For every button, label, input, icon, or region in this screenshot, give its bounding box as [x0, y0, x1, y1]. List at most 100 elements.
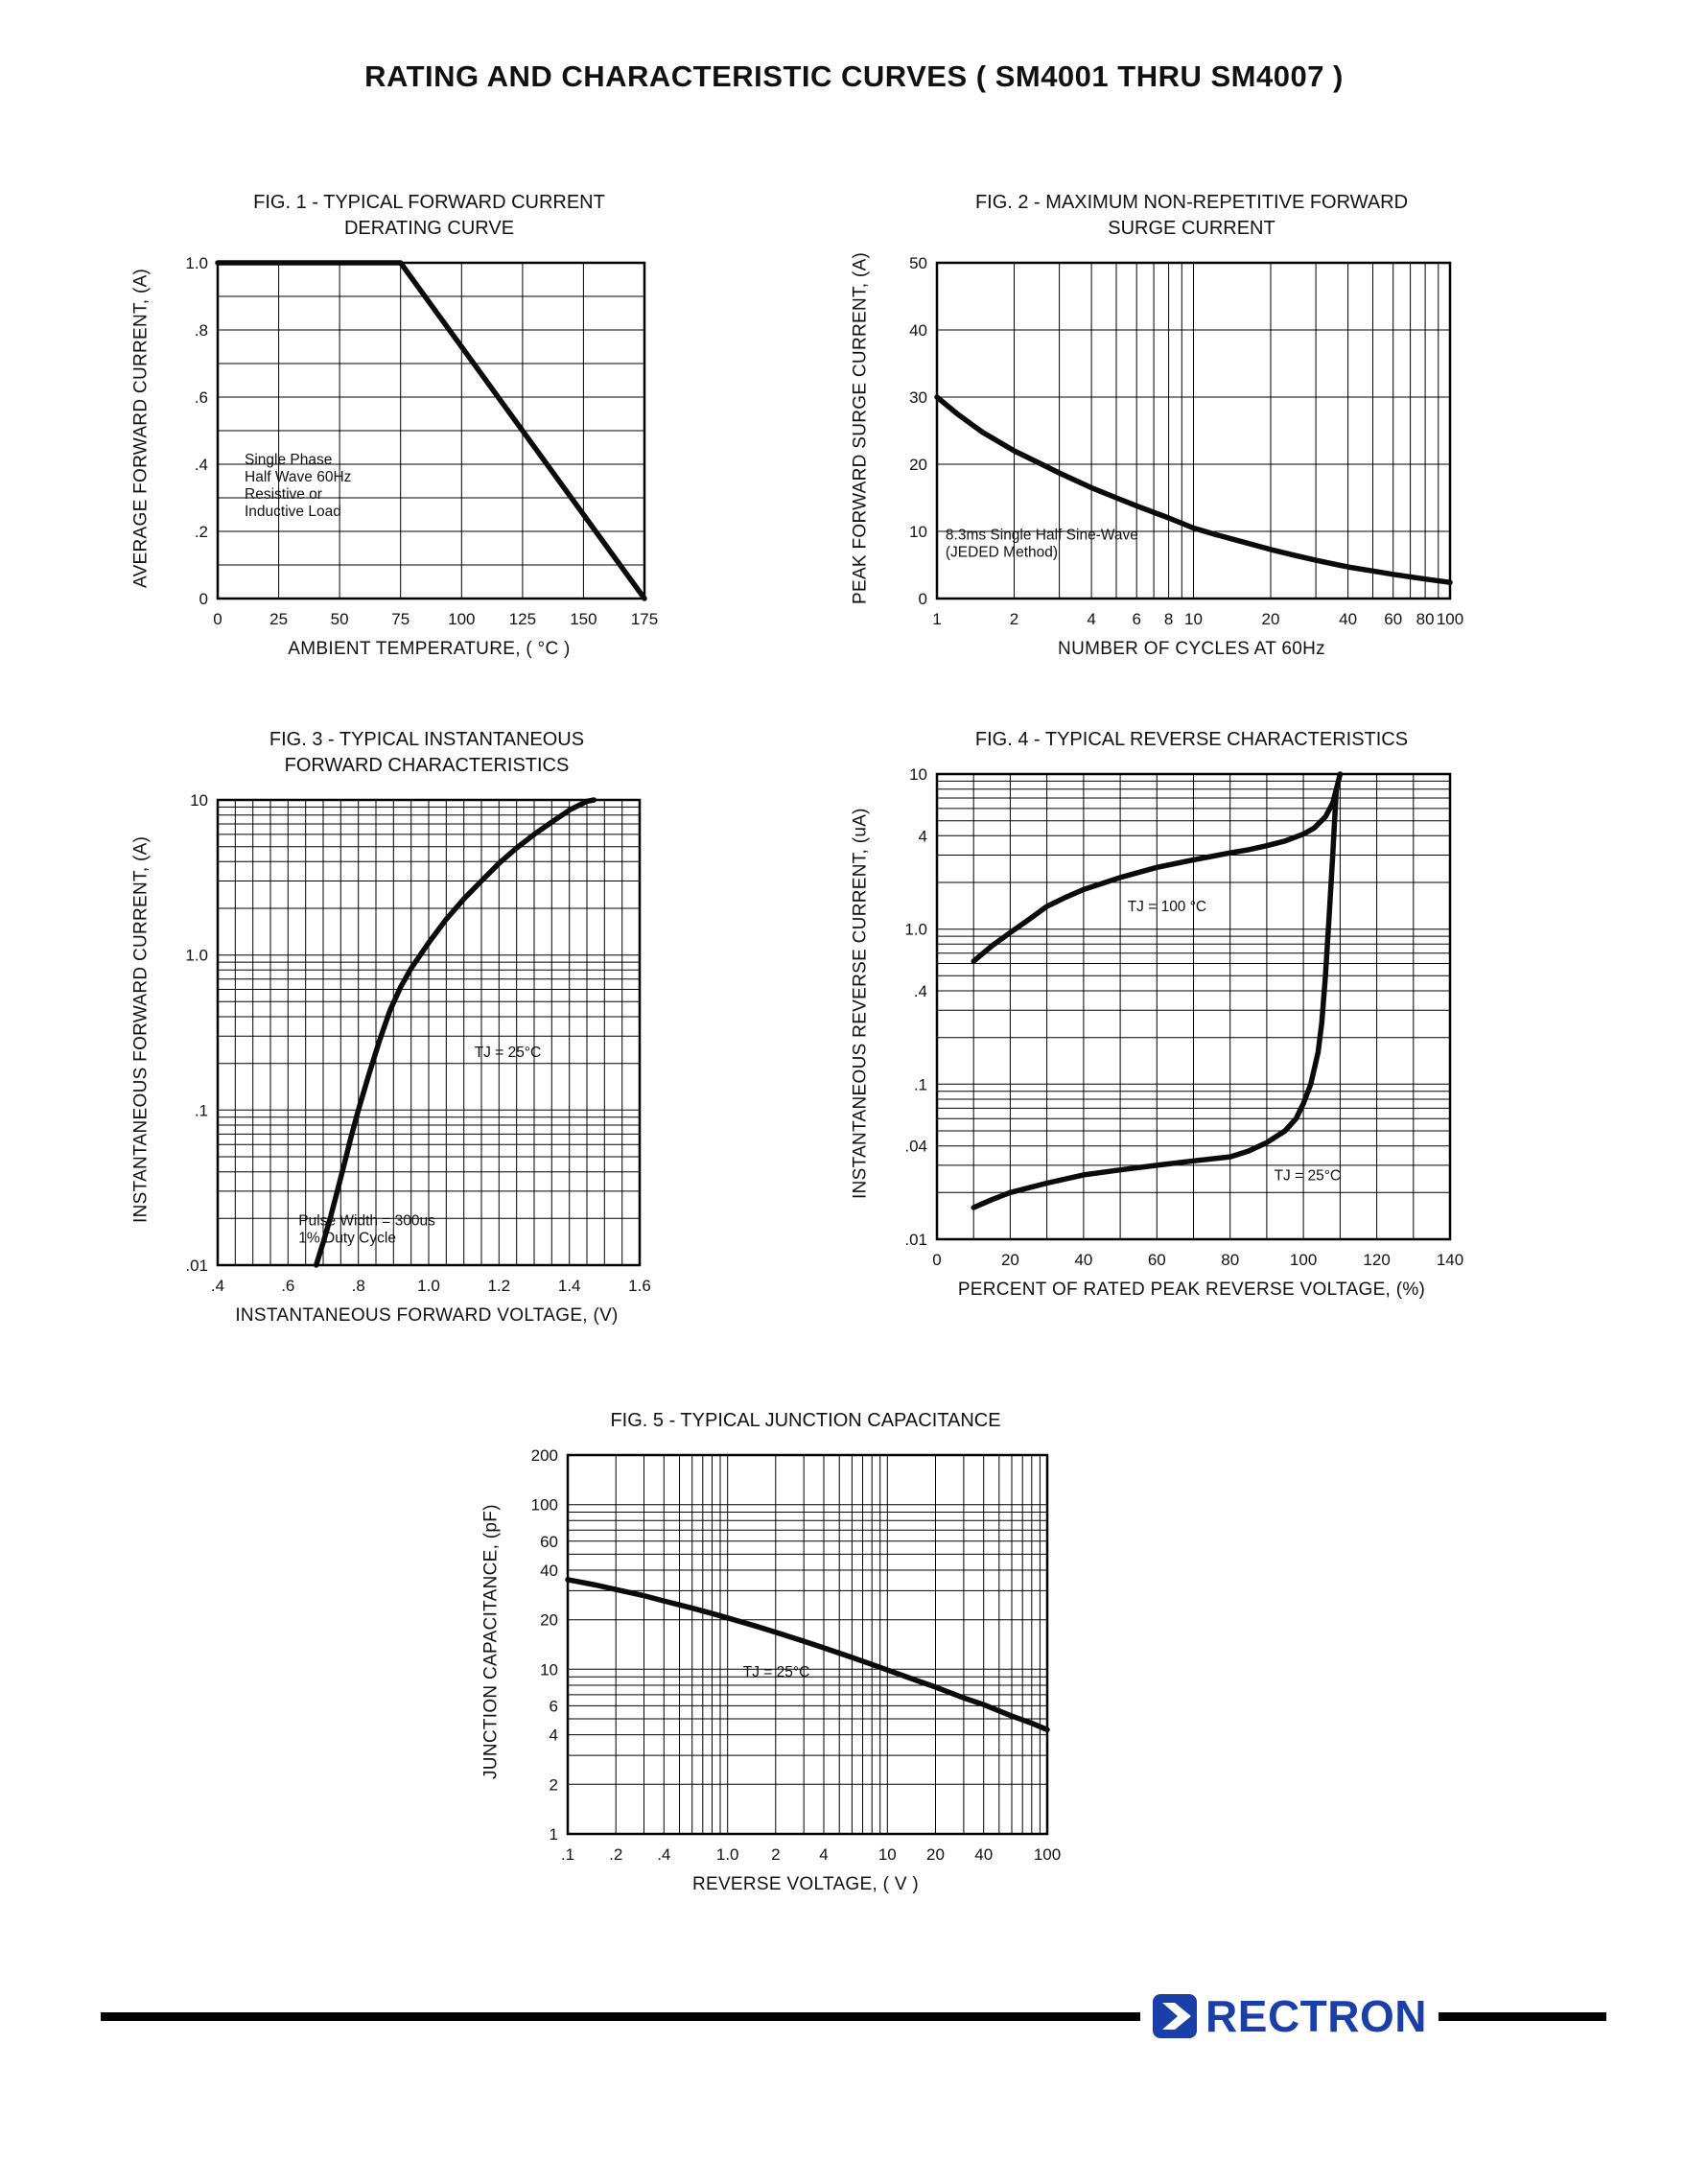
figure-5-x-axis-label: REVERSE VOLTAGE, ( V ) [691, 1874, 920, 1894]
curve-derating-curve [215, 260, 647, 601]
svg-text:80: 80 [1221, 1251, 1239, 1269]
svg-text:.01: .01 [185, 1257, 208, 1275]
figure-2-title-line-2: SURGE CURRENT [1108, 218, 1275, 239]
figure-4-plot: TJ = 100 °C TJ = 25°C 0 20 40 60 80 100 120 140 10… [904, 765, 1463, 1269]
figure-2-x-axis-label: NUMBER OF CYCLES AT 60Hz [1058, 639, 1325, 659]
figure-2-title: FIG. 2 - MAXIMUM NON-REPETITIVE FORWARD … [844, 190, 1465, 242]
svg-text:175: 175 [631, 610, 658, 628]
svg-text:1.0: 1.0 [185, 947, 208, 965]
svg-text:1: 1 [550, 1825, 558, 1844]
svg-text:2: 2 [771, 1845, 780, 1864]
svg-text:.2: .2 [609, 1845, 622, 1864]
svg-text:.1: .1 [195, 1101, 208, 1119]
svg-text:.6: .6 [281, 1277, 294, 1295]
figure-4: FIG. 4 - TYPICAL REVERSE CHARACTERISTICS… [844, 727, 1465, 1301]
svg-text:4: 4 [919, 827, 927, 845]
svg-text:0: 0 [919, 590, 927, 608]
svg-text:30: 30 [909, 388, 927, 407]
figure-4-x-axis-label: PERCENT OF RATED PEAK REVERSE VOLTAGE, (… [957, 1280, 1426, 1300]
svg-text:40: 40 [1074, 1251, 1092, 1269]
svg-text:60: 60 [540, 1533, 558, 1551]
svg-text:1.0: 1.0 [417, 1277, 440, 1295]
svg-text:10: 10 [540, 1660, 558, 1679]
rectron-logo-icon [1153, 1994, 1198, 2038]
svg-text:100: 100 [1290, 1251, 1317, 1269]
figure-2-plot: 8.3ms Single Half Sine-Wave (JEDED Method… [909, 254, 1463, 628]
curve-forward-characteristic [313, 797, 597, 1268]
svg-text:100: 100 [1437, 610, 1463, 628]
figure-3-title: FIG. 3 - TYPICAL INSTANTANEOUS FORWARD C… [125, 727, 655, 779]
svg-text:8.3ms Single Half Sine-Wave(JE: 8.3ms Single Half Sine-Wave (JEDED Method… [946, 527, 1138, 560]
svg-text:75: 75 [391, 610, 409, 628]
svg-text:40: 40 [1339, 610, 1357, 628]
svg-text:10: 10 [909, 765, 927, 784]
figure-1-plot: Single Phase Half Wave 60Hz Resistive or In… [185, 254, 658, 628]
svg-text:2: 2 [1010, 610, 1018, 628]
curve-reverse-tj-100c [971, 771, 1344, 964]
figure-2: FIG. 2 - MAXIMUM NON-REPETITIVE FORWARD … [844, 190, 1465, 660]
svg-text:80: 80 [1416, 610, 1435, 628]
footer: RECTRON [101, 1993, 1606, 2039]
figure-3-title-line-2: FORWARD CHARACTERISTICS [284, 755, 570, 776]
svg-text:TJ = 25°C: TJ = 25°C [475, 1045, 542, 1061]
svg-text:.1: .1 [914, 1075, 927, 1093]
figure-5-plot: TJ = 25°C .1 .2 .4 1.0 2 4 10 20 40 100 200 100 60 40 2… [531, 1446, 1062, 1864]
curve-junction-capacitance [565, 1577, 1050, 1733]
svg-text:25: 25 [269, 610, 288, 628]
svg-text:40: 40 [974, 1845, 993, 1864]
figure-1-x-axis-label: AMBIENT TEMPERATURE, ( °C ) [288, 639, 571, 659]
svg-text:60: 60 [1384, 610, 1402, 628]
svg-text:1.0: 1.0 [185, 254, 208, 272]
figure-2-title-line-1: FIG. 2 - MAXIMUM NON-REPETITIVE FORWARD [974, 192, 1409, 213]
svg-text:6: 6 [1132, 610, 1140, 628]
svg-text:.01: .01 [904, 1231, 927, 1249]
figure-1-title: FIG. 1 - TYPICAL FORWARD CURRENT DERATIN… [125, 190, 660, 242]
svg-text:.2: .2 [195, 523, 208, 541]
svg-text:100: 100 [531, 1496, 558, 1515]
figure-3-y-axis-label: INSTANTANEOUS FORWARD CURRENT, (A) [130, 835, 152, 1224]
svg-text:125: 125 [509, 610, 536, 628]
svg-text:200: 200 [531, 1446, 558, 1465]
svg-text:4: 4 [1087, 610, 1095, 628]
figure-5-title: FIG. 5 - TYPICAL JUNCTION CAPACITANCE [475, 1408, 1063, 1434]
figure-1-title-line-2: DERATING CURVE [343, 218, 515, 239]
svg-text:TJ = 100 °C: TJ = 100 °C [1128, 899, 1206, 915]
svg-text:100: 100 [1034, 1845, 1061, 1864]
figure-5: FIG. 5 - TYPICAL JUNCTION CAPACITANCE JU… [475, 1408, 1063, 1895]
svg-text:40: 40 [540, 1562, 558, 1580]
svg-text:50: 50 [909, 254, 927, 272]
svg-text:1.0: 1.0 [904, 921, 927, 939]
svg-text:0: 0 [932, 1251, 941, 1269]
svg-text:.4: .4 [195, 456, 208, 474]
figure-4-title-line-1: FIG. 4 - TYPICAL REVERSE CHARACTERISTICS [974, 729, 1409, 750]
svg-text:150: 150 [570, 610, 597, 628]
svg-text:50: 50 [331, 610, 349, 628]
figure-1: FIG. 1 - TYPICAL FORWARD CURRENT DERATIN… [125, 190, 660, 660]
svg-text:4: 4 [819, 1845, 828, 1864]
svg-text:.8: .8 [195, 321, 208, 340]
figure-3-plot: TJ = 25°C Pulse Width = 300us 1% Duty Cycl… [185, 791, 650, 1295]
figure-3-title-line-1: FIG. 3 - TYPICAL INSTANTANEOUS [269, 729, 585, 750]
svg-text:10: 10 [190, 791, 208, 810]
svg-text:1.4: 1.4 [558, 1277, 581, 1295]
svg-text:60: 60 [1148, 1251, 1166, 1269]
figure-3-x-axis-label: INSTANTANEOUS FORWARD VOLTAGE, (V) [235, 1305, 619, 1326]
curve-reverse-tj-25c [971, 786, 1340, 1210]
svg-text:1.2: 1.2 [487, 1277, 510, 1295]
figure-4-title: FIG. 4 - TYPICAL REVERSE CHARACTERISTICS [844, 727, 1465, 753]
svg-text:1.0: 1.0 [716, 1845, 739, 1864]
svg-text:20: 20 [540, 1611, 558, 1630]
svg-text:10: 10 [909, 523, 927, 541]
svg-text:.4: .4 [657, 1845, 670, 1864]
curve-surge-current [934, 394, 1453, 585]
svg-text:6: 6 [550, 1697, 558, 1715]
svg-text:.04: .04 [904, 1138, 927, 1156]
figure-2-y-axis-label: PEAK FORWARD SURGE CURRENT, (A) [850, 251, 871, 604]
figure-1-y-axis-label: AVERAGE FORWARD CURRENT, (A) [130, 268, 152, 588]
svg-text:140: 140 [1437, 1251, 1463, 1269]
svg-text:120: 120 [1363, 1251, 1390, 1269]
page-title: RATING AND CHARACTERISTIC CURVES ( SM400… [364, 59, 1344, 93]
footer-rule-right [1439, 2011, 1606, 2021]
